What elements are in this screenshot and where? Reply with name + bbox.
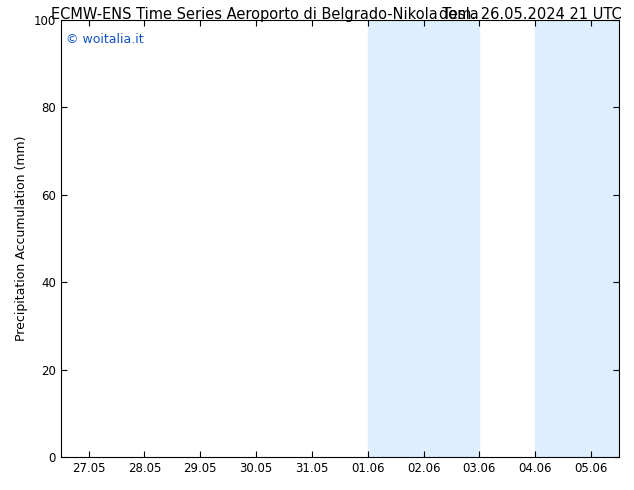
Y-axis label: Precipitation Accumulation (mm): Precipitation Accumulation (mm) (15, 136, 28, 342)
Text: © woitalia.it: © woitalia.it (66, 33, 144, 46)
Bar (368, 20, 479, 457)
Text: dom. 26.05.2024 21 UTC: dom. 26.05.2024 21 UTC (439, 7, 621, 23)
Bar (535, 20, 619, 457)
Text: ECMW-ENS Time Series Aeroporto di Belgrado-Nikola Tesla: ECMW-ENS Time Series Aeroporto di Belgra… (51, 7, 479, 23)
